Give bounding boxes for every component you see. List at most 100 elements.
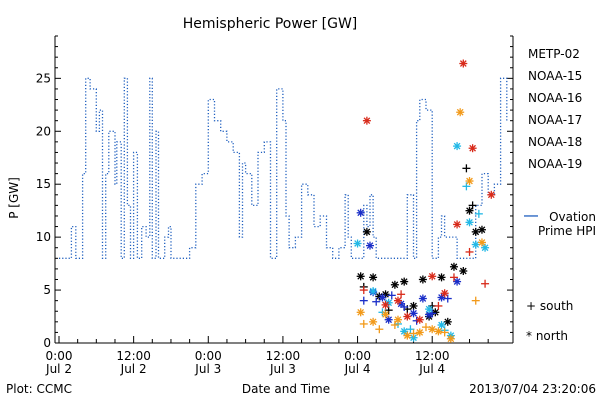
series-legend: METP-02 NOAA-15 NOAA-16 NOAA-17 NOAA-18 NOAA-… <box>528 47 582 171</box>
south-marker-metp-02 <box>468 201 477 210</box>
north-marker-noaa-15 <box>425 310 434 319</box>
south-marker-noaa-19 <box>397 290 406 299</box>
north-marker-noaa-19 <box>428 272 437 281</box>
north-marker-noaa-18 <box>477 238 486 247</box>
south-marker-noaa-19 <box>465 247 474 256</box>
plot-frame <box>54 36 514 344</box>
north-marker-noaa-19 <box>381 300 390 309</box>
north-marker-noaa-18 <box>356 308 365 317</box>
south-marker-noaa-15 <box>372 297 381 306</box>
x-axis-label: Date and Time <box>242 382 330 396</box>
satellite-markers <box>353 59 496 343</box>
north-marker-noaa-18 <box>403 331 412 340</box>
ovation-legend-line1: Ovation <box>549 210 596 224</box>
north-marker-noaa-18 <box>393 315 402 324</box>
north-marker-noaa-15 <box>409 309 418 318</box>
north-marker-noaa-18 <box>434 327 443 336</box>
north-marker-noaa-16 <box>465 218 474 227</box>
north-marker-noaa-19 <box>453 220 462 229</box>
x-tick-date: Jul 2 <box>45 362 72 376</box>
x-tick-date: Jul 3 <box>194 362 221 376</box>
legend-series-noaa-15: NOAA-15 <box>528 69 582 83</box>
north-marker-metp-02 <box>465 206 474 215</box>
north-marker-noaa-15 <box>418 294 427 303</box>
x-tick-date: Jul 4 <box>344 362 371 376</box>
north-marker-noaa-16 <box>353 239 362 248</box>
north-marker-metp-02 <box>431 308 440 317</box>
x-tick-time: 0:00 <box>46 349 73 363</box>
x-tick-time: 0:00 <box>344 349 371 363</box>
north-marker-noaa-15 <box>366 241 374 250</box>
south-marker-noaa-19 <box>434 301 443 310</box>
south-marker-noaa-19 <box>481 279 490 288</box>
ovation-legend: Ovation Prime HPI <box>524 210 596 238</box>
north-marker-noaa-18 <box>369 317 378 326</box>
legend-series-metp-02: METP-02 <box>528 47 580 61</box>
north-marker-metp-02 <box>400 277 409 286</box>
north-marker-metp-02 <box>362 227 371 236</box>
south-marker-noaa-16 <box>474 209 483 218</box>
south-marker-noaa-18 <box>421 323 430 332</box>
x-tick-time: 0:00 <box>195 349 222 363</box>
north-marker-noaa-16 <box>453 142 462 151</box>
north-marker-noaa-19 <box>487 190 496 199</box>
south-marker-noaa-15 <box>359 296 368 305</box>
south-marker-noaa-18 <box>409 329 418 338</box>
y-tick-label: 15 <box>36 177 51 191</box>
north-marker-noaa-19 <box>440 289 449 298</box>
x-tick-time: 12:00 <box>116 349 151 363</box>
footer-timestamp: 2013/07/04 23:20:06 <box>469 382 596 396</box>
south-marker-noaa-19 <box>449 273 458 282</box>
x-tick-time: 12:00 <box>415 349 450 363</box>
north-marker-noaa-16 <box>471 240 480 249</box>
north-marker-noaa-15 <box>356 208 365 217</box>
y-axis-label: P [GW] <box>7 177 21 219</box>
south-marker-noaa-15 <box>428 309 437 318</box>
legend-series-noaa-17: NOAA-17 <box>528 113 582 127</box>
legend-marker-north: * north <box>526 329 568 343</box>
north-marker-noaa-16 <box>369 287 378 296</box>
south-marker-noaa-19 <box>359 286 368 295</box>
south-marker-noaa-18 <box>440 328 449 337</box>
ovation-legend-line2: Prime HPI <box>538 224 596 238</box>
north-marker-noaa-18 <box>415 328 424 337</box>
y-tick-label: 5 <box>43 283 51 297</box>
legend-series-noaa-18: NOAA-18 <box>528 135 582 149</box>
north-marker-noaa-16 <box>400 327 409 336</box>
north-marker-noaa-18 <box>381 310 390 319</box>
south-marker-noaa-18 <box>471 296 480 305</box>
north-marker-noaa-15 <box>437 293 446 302</box>
y-tick-label: 10 <box>36 230 51 244</box>
north-marker-noaa-16 <box>437 321 446 330</box>
north-marker-noaa-19 <box>403 312 412 321</box>
north-marker-metp-02 <box>471 227 480 236</box>
y-tick-label: 20 <box>36 124 51 138</box>
x-tick-date: Jul 2 <box>120 362 147 376</box>
x-tick-date: Jul 4 <box>418 362 445 376</box>
north-marker-metp-02 <box>356 272 365 281</box>
y-axis-ticks: 0 5 10 15 20 25 <box>36 35 513 350</box>
y-tick-label: 0 <box>43 336 51 350</box>
north-marker-metp-02 <box>437 273 446 282</box>
north-marker-noaa-19 <box>459 59 468 68</box>
north-marker-noaa-19 <box>362 116 371 125</box>
north-marker-noaa-18 <box>446 334 455 343</box>
south-marker-metp-02 <box>462 164 471 173</box>
north-marker-metp-02 <box>390 280 399 289</box>
north-marker-metp-02 <box>369 273 378 282</box>
north-marker-metp-02 <box>418 275 427 284</box>
south-marker-noaa-15 <box>387 291 396 300</box>
north-marker-metp-02 <box>409 301 418 310</box>
north-marker-noaa-15 <box>453 277 462 286</box>
footer-plot-credit: Plot: CCMC <box>6 382 72 396</box>
south-marker-noaa-16 <box>406 325 415 334</box>
legend-series-noaa-19: NOAA-19 <box>528 157 582 171</box>
north-marker-noaa-15 <box>378 293 387 302</box>
north-marker-metp-02 <box>459 267 468 276</box>
legend-series-noaa-16: NOAA-16 <box>528 91 582 105</box>
south-marker-noaa-15 <box>400 303 409 312</box>
south-marker-noaa-18 <box>390 321 399 330</box>
north-marker-metp-02 <box>477 225 486 234</box>
